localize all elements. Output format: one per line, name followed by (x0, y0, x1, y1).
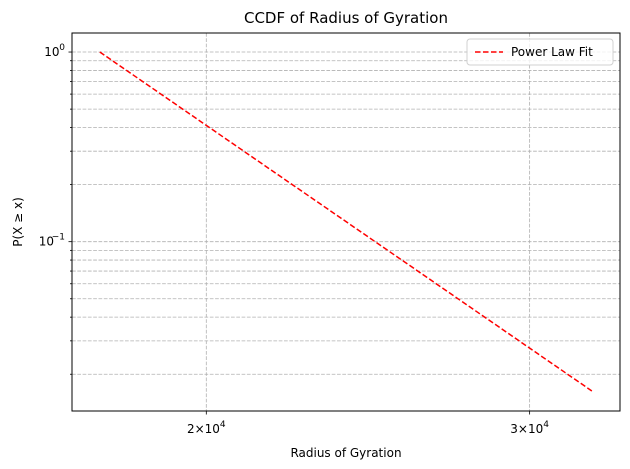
x-tick-mantissa: 10 (528, 422, 543, 436)
x-tick-label: 3×104 (510, 420, 549, 436)
x-tick-times: × (195, 422, 205, 436)
x-tick-base: 3 (510, 422, 518, 436)
x-tick-mantissa: 10 (205, 422, 220, 436)
y-axis-label: P(X ≥ x) (11, 197, 25, 247)
x-axis-label: Radius of Gyration (290, 446, 401, 460)
y-tick-exponent: 0 (59, 43, 65, 53)
series-line-0 (99, 51, 594, 393)
y-tick-mantissa: 10 (44, 45, 59, 59)
x-tick-exponent: 4 (220, 420, 226, 430)
y-tick-exponent: −1 (52, 233, 65, 243)
chart-title: CCDF of Radius of Gyration (244, 9, 448, 27)
x-tick-exponent: 4 (543, 420, 549, 430)
legend-box (466, 38, 614, 66)
axis-ticks (68, 51, 531, 415)
y-tick-mantissa: 10 (39, 235, 54, 249)
series-group (99, 51, 594, 393)
x-tick-base: 2 (187, 422, 195, 436)
grid-lines (72, 33, 620, 411)
legend: Power Law Fit (466, 38, 614, 66)
x-tick-label: 2×104 (187, 420, 226, 436)
plot-frame (71, 32, 621, 412)
x-tick-times: × (518, 422, 528, 436)
legend-label-power-law-fit: Power Law Fit (511, 45, 593, 59)
